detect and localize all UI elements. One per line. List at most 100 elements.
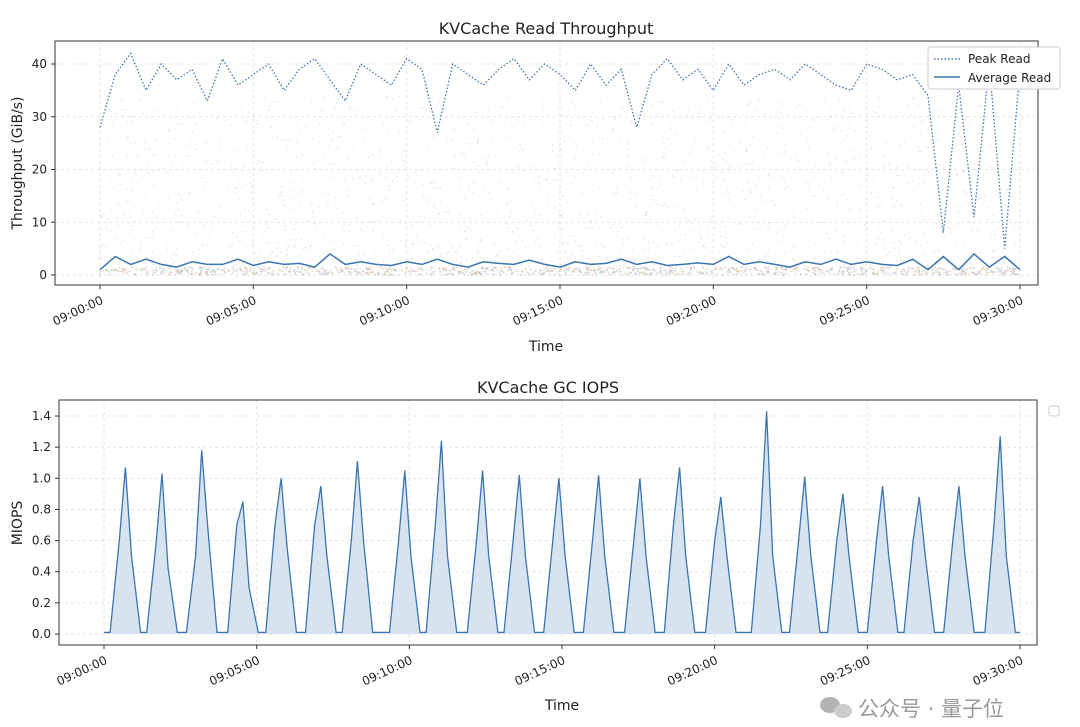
sample-point xyxy=(473,128,475,130)
sample-point xyxy=(354,140,356,142)
sample-point xyxy=(633,231,635,233)
sample-point xyxy=(241,185,243,187)
sample-point xyxy=(561,115,563,117)
sample-point xyxy=(244,246,246,248)
sample-point xyxy=(629,257,631,259)
sample-point xyxy=(460,257,462,259)
sample-point xyxy=(872,267,874,269)
sample-point xyxy=(330,176,332,178)
sample-point xyxy=(482,158,484,160)
sample-point xyxy=(525,273,527,275)
sample-point xyxy=(386,203,388,205)
sample-point xyxy=(118,168,120,170)
sample-point xyxy=(118,267,120,269)
sample-point xyxy=(459,270,461,272)
sample-point xyxy=(387,239,389,241)
sample-point xyxy=(557,156,559,158)
sample-point xyxy=(341,271,343,273)
sample-point xyxy=(872,273,874,275)
sample-point xyxy=(849,178,851,180)
sample-point xyxy=(470,270,472,272)
sample-point xyxy=(674,194,676,196)
sample-point xyxy=(190,267,192,269)
sample-point xyxy=(512,272,514,274)
sample-point xyxy=(1008,218,1010,220)
sample-point xyxy=(630,177,632,179)
legend: Peak Read Average Read xyxy=(928,47,1060,89)
sample-point xyxy=(674,231,676,233)
sample-point xyxy=(379,150,381,152)
sample-point xyxy=(301,190,303,192)
sample-point xyxy=(673,125,675,127)
sample-point xyxy=(547,193,549,195)
sample-point xyxy=(376,220,378,222)
sample-point xyxy=(344,179,346,181)
sample-point xyxy=(934,266,936,268)
sample-point xyxy=(921,121,923,123)
sample-point xyxy=(799,150,801,152)
sample-point xyxy=(607,271,609,273)
sample-point xyxy=(860,268,862,270)
sample-point xyxy=(162,268,164,270)
sample-point xyxy=(113,270,115,272)
sample-point xyxy=(938,274,940,276)
x-tick-label: 09:30:00 xyxy=(970,293,1025,328)
sample-point xyxy=(287,141,289,143)
sample-point xyxy=(398,95,400,97)
sample-point xyxy=(668,273,670,275)
sample-point xyxy=(219,207,221,209)
sample-point xyxy=(397,197,399,199)
sample-point xyxy=(179,268,181,270)
sample-point xyxy=(207,161,209,163)
sample-point xyxy=(532,272,534,274)
sample-point xyxy=(878,192,880,194)
sample-point xyxy=(759,274,761,276)
sample-point xyxy=(290,181,292,183)
sample-point xyxy=(452,255,454,257)
sample-point xyxy=(697,145,699,147)
sample-point xyxy=(611,192,613,194)
sample-point xyxy=(843,271,845,273)
sample-point xyxy=(520,265,522,267)
sample-point xyxy=(842,118,844,120)
sample-point xyxy=(494,260,496,262)
sample-point xyxy=(305,127,307,129)
sample-point xyxy=(820,271,822,273)
sample-point xyxy=(193,131,195,133)
sample-point xyxy=(737,223,739,225)
sample-point xyxy=(296,270,298,272)
sample-point xyxy=(1018,260,1020,262)
sample-point xyxy=(656,188,658,190)
sample-point xyxy=(898,175,900,177)
sample-point xyxy=(917,104,919,106)
sample-point xyxy=(993,271,995,273)
sample-point xyxy=(530,269,532,271)
sample-point xyxy=(417,268,419,270)
sample-point xyxy=(418,240,420,242)
sample-point xyxy=(877,196,879,198)
sample-point xyxy=(946,274,948,276)
sample-point xyxy=(727,271,729,273)
sample-point xyxy=(156,216,158,218)
sample-point xyxy=(179,193,181,195)
sample-point xyxy=(981,269,983,271)
sample-point xyxy=(740,224,742,226)
sample-point xyxy=(927,242,929,244)
sample-point xyxy=(782,236,784,238)
sample-point xyxy=(471,258,473,260)
sample-point xyxy=(126,272,128,274)
sample-point xyxy=(300,201,302,203)
sample-point xyxy=(495,255,497,257)
sample-point xyxy=(268,109,270,111)
sample-point xyxy=(386,129,388,131)
sample-point xyxy=(843,235,845,237)
sample-point xyxy=(100,214,102,216)
sample-point xyxy=(266,209,268,211)
sample-point xyxy=(121,108,123,110)
sample-point xyxy=(778,274,780,276)
sample-point xyxy=(872,111,874,113)
sample-point xyxy=(546,270,548,272)
sample-point xyxy=(349,271,351,273)
sample-point xyxy=(598,154,600,156)
sample-point xyxy=(627,273,629,275)
